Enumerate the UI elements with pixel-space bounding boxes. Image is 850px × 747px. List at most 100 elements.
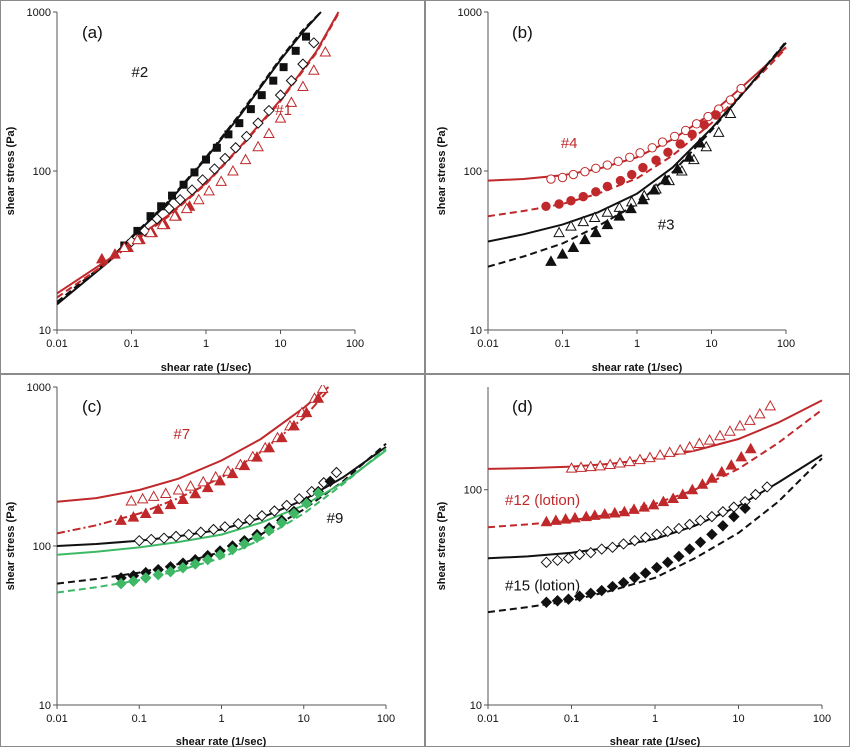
green-filled-diamond-point [202,553,214,566]
red-filled-triangle-point [638,501,650,512]
red-open-triangle-point [285,96,298,107]
red-open-triangle-point [703,434,716,445]
red-filled-circle-point [578,191,588,202]
black-open-diamond-point [232,518,244,530]
red-filled-triangle-point [288,419,300,431]
black-filled-diamond-point [585,587,597,600]
black-dashed-fit-line [488,457,823,614]
red-solid-fit-line [57,386,330,503]
red-open-circle-point [725,95,736,105]
x-tick-label: 0.1 [124,338,139,350]
red-filled-triangle-point [127,511,140,522]
green-filled-diamond-point [300,497,313,510]
red-filled-circle-point [602,181,613,192]
red-open-triangle-point [168,210,181,221]
panel-letter: (b) [512,23,533,42]
black-solid-fit-line [488,42,787,243]
black-filled-diamond-point [562,593,575,605]
black-filled-triangle-point [556,248,569,259]
panel-c-series [57,385,387,594]
black-filled-square-point [168,191,177,200]
red-open-triangle-point [693,437,706,448]
y-axis-title: shear stress (Pa) [5,501,17,590]
red-open-circle-point [591,163,601,173]
black-filled-square-point [157,202,166,211]
red-filled-triangle-point [569,511,581,523]
black-open-diamond-point [297,58,309,70]
red-open-triangle-point [744,414,756,425]
green-filled-diamond-point [251,531,263,544]
black-open-diamond-point [673,522,685,535]
x-tick-label: 10 [732,713,744,725]
red-open-triangle-point [147,490,160,501]
red-dashed-fit-line [57,12,340,299]
black-open-diamond-point [285,74,298,87]
black-open-diamond-point [573,548,586,561]
black-open-diamond-point [562,552,575,565]
series-annotation: #1 [275,102,292,119]
black-open-diamond-point [606,541,619,554]
black-filled-square-point [224,130,233,139]
red-open-triangle-point [575,461,587,472]
black-open-diamond-point [186,184,198,196]
black-open-diamond-point [219,152,231,165]
x-axis-title: shear rate (1/sec) [610,736,701,747]
red-open-triangle-point [131,233,144,245]
green-filled-diamond-point [276,517,288,529]
red-filled-triangle-point [152,503,165,514]
red-open-triangle-point [753,407,766,419]
x-axis-title: shear rate (1/sec) [176,736,267,747]
panel-letter: (d) [512,397,533,416]
green-filled-diamond-point [115,577,127,590]
red-filled-circle-point [615,175,626,186]
red-filled-triangle-point [251,451,263,462]
red-open-triangle-point [136,492,149,504]
red-open-triangle-point [764,399,777,411]
black-open-diamond-point [540,556,553,569]
red-open-circle-point [546,174,556,184]
black-open-diamond-point [208,163,221,175]
red-open-triangle-point [734,419,746,431]
panel-frame-d [425,374,850,747]
y-axis-title: shear stress (Pa) [436,126,448,215]
black-open-diamond-point [133,534,145,547]
black-open-triangle-point [724,107,737,118]
red-filled-triangle-point [696,478,709,489]
panel-frame-b [425,0,850,374]
red-filled-circle-point [638,162,648,173]
red-open-triangle-point [614,457,626,468]
red-filled-triangle-point [628,503,640,514]
black-open-diamond-point [694,514,707,527]
red-open-triangle-point [654,448,666,460]
red-open-triangle-point [172,483,185,495]
red-open-triangle-point [125,494,138,506]
red-filled-circle-point [687,129,697,140]
red-filled-triangle-point [238,459,251,471]
green-filled-diamond-point [214,549,226,561]
red-filled-triangle-point [744,442,757,454]
red-filled-circle-point [541,201,551,211]
red-open-triangle-point [197,475,210,487]
red-open-triangle-point [624,455,636,467]
black-open-diamond-point [252,117,264,129]
red-open-triangle-point [604,458,616,469]
red-filled-triangle-point [189,487,202,499]
red-open-triangle-point [319,46,332,57]
black-open-diamond-point [585,546,597,559]
black-filled-diamond-point [639,567,652,579]
red-filled-triangle-point [647,498,660,510]
panel-letter: (c) [82,397,102,416]
red-open-triangle-point [274,112,287,123]
black-filled-triangle-point [613,210,626,221]
red-filled-circle-point [627,169,637,180]
red-filled-triangle-point [312,392,325,403]
black-filled-diamond-point [651,561,663,574]
black-open-diamond-point [268,505,281,517]
red-open-circle-point [691,119,702,129]
x-tick-label: 1 [652,713,658,725]
series-annotation: #15 (lotion) [505,578,580,595]
black-open-diamond-point [158,532,170,544]
red-open-triangle-point [297,80,309,91]
red-open-triangle-point [159,487,172,498]
black-filled-triangle-point [579,233,591,245]
